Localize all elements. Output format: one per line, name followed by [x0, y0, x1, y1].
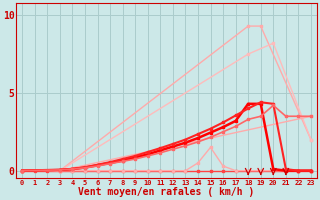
X-axis label: Vent moyen/en rafales ( km/h ): Vent moyen/en rafales ( km/h ) [78, 187, 255, 197]
